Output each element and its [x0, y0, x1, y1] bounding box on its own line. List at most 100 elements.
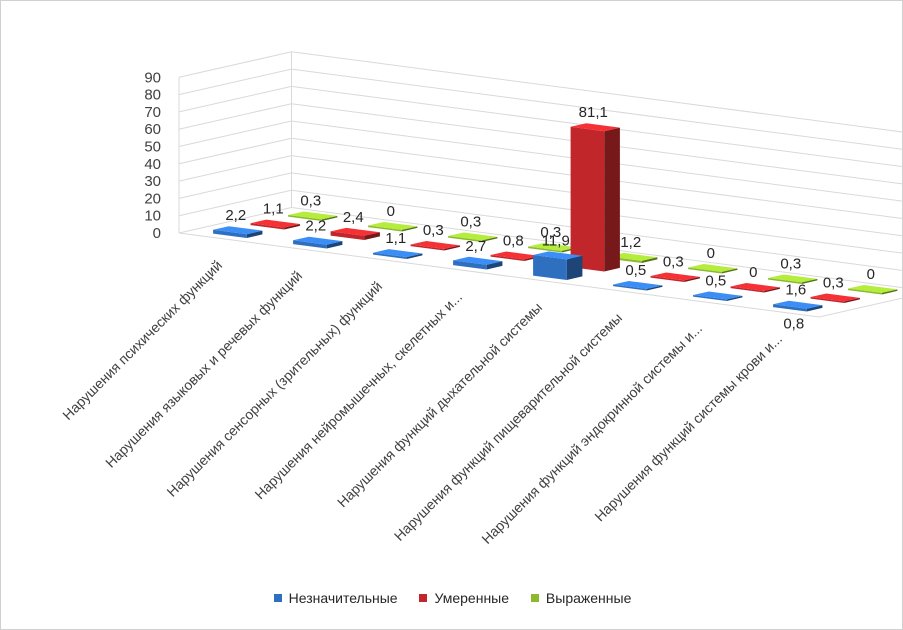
- bar-front: [810, 297, 845, 303]
- bar-side: [444, 245, 460, 251]
- bar-top: [448, 232, 498, 241]
- bar-top: [410, 241, 460, 249]
- y-tick-label: 40: [144, 156, 161, 173]
- data-label: 0,5: [625, 262, 646, 279]
- bar-side: [881, 289, 898, 295]
- bar-front: [693, 295, 727, 301]
- bar-front: [570, 126, 605, 272]
- bar-top: [293, 236, 343, 245]
- bar-top: [213, 226, 263, 235]
- chart-grid: [178, 51, 903, 318]
- bar-front: [213, 229, 247, 238]
- bar: [810, 293, 860, 303]
- data-label: 1,2: [620, 234, 641, 251]
- bar-front: [368, 225, 402, 232]
- data-label: 0,3: [300, 192, 321, 209]
- x-tick-label: Нарушения функций дыхательной системы: [334, 299, 545, 510]
- bar-front: [490, 255, 525, 261]
- bar-top: [773, 300, 823, 309]
- legend-label: Незначительные: [288, 590, 398, 606]
- bar-top: [730, 283, 780, 291]
- x-tick-label: Нарушения сенсорных (зрительных) функций: [163, 278, 385, 500]
- bar: [848, 285, 898, 295]
- gridline: [178, 137, 903, 220]
- bar-top: [650, 272, 700, 281]
- bar-top: [570, 123, 620, 132]
- bar-side: [486, 261, 503, 270]
- data-label: 0: [707, 245, 715, 262]
- bar-top: [490, 251, 540, 260]
- bar-side: [721, 268, 738, 274]
- bar-side: [321, 215, 338, 221]
- y-tick-label: 60: [144, 121, 161, 138]
- data-label: 2,4: [343, 209, 364, 226]
- bar-top: [768, 274, 818, 283]
- bar-top: [533, 251, 583, 260]
- bar-side: [801, 278, 818, 284]
- chart-legend: Незначительные Умеренные Выраженные: [1, 589, 903, 606]
- x-tick-label: Нарушения психических функций: [59, 257, 225, 423]
- data-label: 0,3: [780, 255, 801, 272]
- bar-front: [688, 267, 722, 274]
- y-tick-label: 30: [144, 173, 161, 190]
- bar-front: [448, 236, 482, 242]
- bar-side: [481, 236, 498, 242]
- bar-side: [246, 230, 263, 238]
- y-tick-label: 90: [144, 69, 161, 86]
- legend-item-2: Выраженные: [530, 590, 631, 606]
- bar-front: [533, 255, 567, 280]
- data-label: 0,8: [503, 232, 524, 249]
- data-label: 1,1: [385, 230, 406, 247]
- x-tick-label: Нарушения нейромышечных, скелетных и...: [251, 289, 465, 503]
- bar-side: [806, 305, 823, 312]
- bar-side: [326, 241, 343, 249]
- x-tick-label: Нарушения языковых и речевых функций: [102, 268, 305, 471]
- bar-front: [453, 260, 487, 270]
- data-label: 0,3: [663, 253, 684, 270]
- bar-side: [401, 226, 418, 232]
- data-label: 2,2: [305, 218, 326, 235]
- y-tick-label: 50: [144, 139, 161, 156]
- bar-front: [373, 252, 407, 259]
- bar-top: [693, 291, 743, 300]
- bar: [613, 281, 663, 291]
- bar: [448, 232, 498, 242]
- bar-front: [650, 276, 685, 282]
- bar-top: [453, 256, 503, 265]
- bar: [570, 123, 620, 272]
- bar: [250, 219, 300, 230]
- bar-front: [293, 240, 327, 249]
- data-label: 0,3: [423, 222, 444, 239]
- bar-front: [768, 278, 802, 284]
- bar-front: [410, 244, 445, 251]
- bar-top: [373, 249, 423, 258]
- data-label: 1,1: [263, 201, 284, 218]
- gridline: [178, 120, 903, 202]
- y-tick-label: 70: [144, 104, 161, 121]
- bar-side: [844, 297, 860, 303]
- data-label: 0,8: [783, 316, 804, 333]
- bar-top: [250, 219, 300, 228]
- bar: [730, 283, 780, 293]
- bar: [768, 274, 818, 284]
- legend-swatch-icon: [419, 594, 428, 602]
- bar: [688, 264, 738, 274]
- data-label: 0: [749, 264, 757, 281]
- bar: [533, 251, 583, 280]
- data-label: 2,2: [225, 207, 246, 224]
- bar-front: [528, 246, 562, 253]
- data-label: 0: [867, 266, 875, 283]
- gridline: [178, 51, 903, 133]
- legend-swatch-icon: [273, 594, 282, 602]
- gridline: [178, 85, 903, 168]
- bar: [368, 222, 418, 232]
- bar: [453, 256, 503, 270]
- legend-item-0: Незначительные: [273, 590, 398, 606]
- bar-top: [688, 264, 738, 272]
- bar-front: [773, 304, 807, 312]
- y-tick-label: 0: [153, 225, 161, 242]
- bar-front: [330, 231, 365, 240]
